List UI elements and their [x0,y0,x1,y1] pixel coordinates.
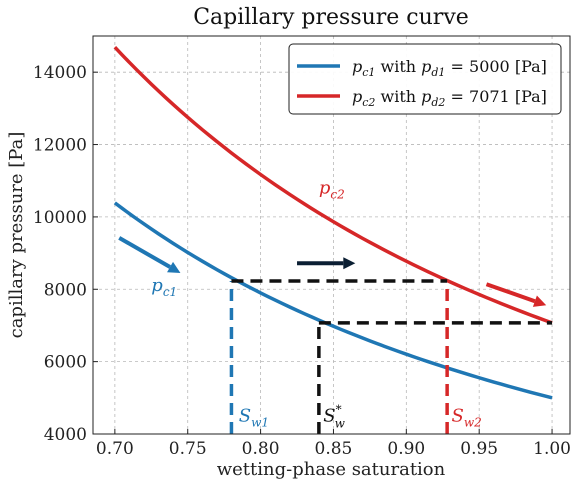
x-tick-label: 0.90 [387,439,425,459]
chart-title: Capillary pressure curve [193,5,469,30]
legend-sub: d1 [431,66,445,79]
legend-sub: d2 [431,96,445,109]
legend-text: with [375,87,421,106]
sw-star-label-main: S [323,405,335,426]
axis-ticks: 0.70 0.75 0.80 0.85 0.90 0.95 1.00 4000 6000 8000… [33,63,571,459]
legend-sub: c1 [362,66,375,79]
pc1-label: pc1 [151,275,177,299]
sw-star-label-sub: w [335,416,346,430]
sw2-label: Sw2 [452,405,482,429]
sw1-label-sub: w1 [251,415,269,429]
arrow-shaft-1 [118,236,172,269]
legend-sym: p [421,57,431,76]
legend-text: = 5000 [Pa] [445,57,546,76]
legend-sub: c2 [362,96,375,109]
legend-text: with [375,57,421,76]
y-tick-label: 14000 [33,63,87,83]
x-tick-label: 0.85 [315,439,353,459]
x-tick-label: 0.80 [242,439,280,459]
legend-sym: p [421,87,431,106]
sw1-label: Sw1 [239,405,269,429]
series-lines [113,46,553,400]
x-tick-label: 1.00 [533,439,571,459]
x-tick-label: 0.95 [460,439,498,459]
y-tick-label: 4000 [44,425,87,445]
sw-star-label-sup: * [336,402,342,416]
series-line-1 [113,201,553,400]
x-axis-label: wetting-phase saturation [217,459,446,480]
x-tick-label: 0.75 [169,439,207,459]
y-tick-label: 12000 [33,136,87,156]
plot-frame [92,35,571,435]
legend: pc1 with pd1 = 5000 [Pa]pc2 with pd2 = 7… [288,43,562,115]
legend-label-2: pc2 with pd2 = 7071 [Pa] [352,87,547,109]
pc2-label-main: p [319,177,331,198]
x-tick-label: 0.70 [96,439,134,459]
pc2-label-sub: c2 [330,187,344,201]
legend-text: = 7071 [Pa] [445,87,546,106]
legend-label-1: pc1 with pd1 = 5000 [Pa] [352,57,547,79]
legend-sym: p [352,57,362,76]
sw1-label-main: S [239,405,251,426]
arrow-head-1 [167,261,181,273]
legend-box [288,43,562,115]
sw2-label-sub: w2 [464,415,482,429]
series-line-2 [113,46,553,325]
sw-star-label: S* w [323,402,345,430]
arrow-shaft-3 [485,282,536,304]
arrow-head-2 [343,257,356,270]
pc1-label-main: p [151,275,163,296]
y-tick-label: 6000 [44,353,87,373]
direction-arrows [118,236,547,307]
pc2-label: pc2 [319,177,345,201]
saturation-guides [229,279,553,434]
sw2-label-main: S [452,405,464,426]
legend-sym: p [352,87,362,106]
pc1-label-sub: c1 [163,285,177,299]
arrow-head-3 [532,295,547,307]
y-tick-label: 10000 [33,208,87,228]
y-axis-label: capillary pressure [Pa] [6,132,27,339]
y-tick-label: 8000 [44,280,87,300]
